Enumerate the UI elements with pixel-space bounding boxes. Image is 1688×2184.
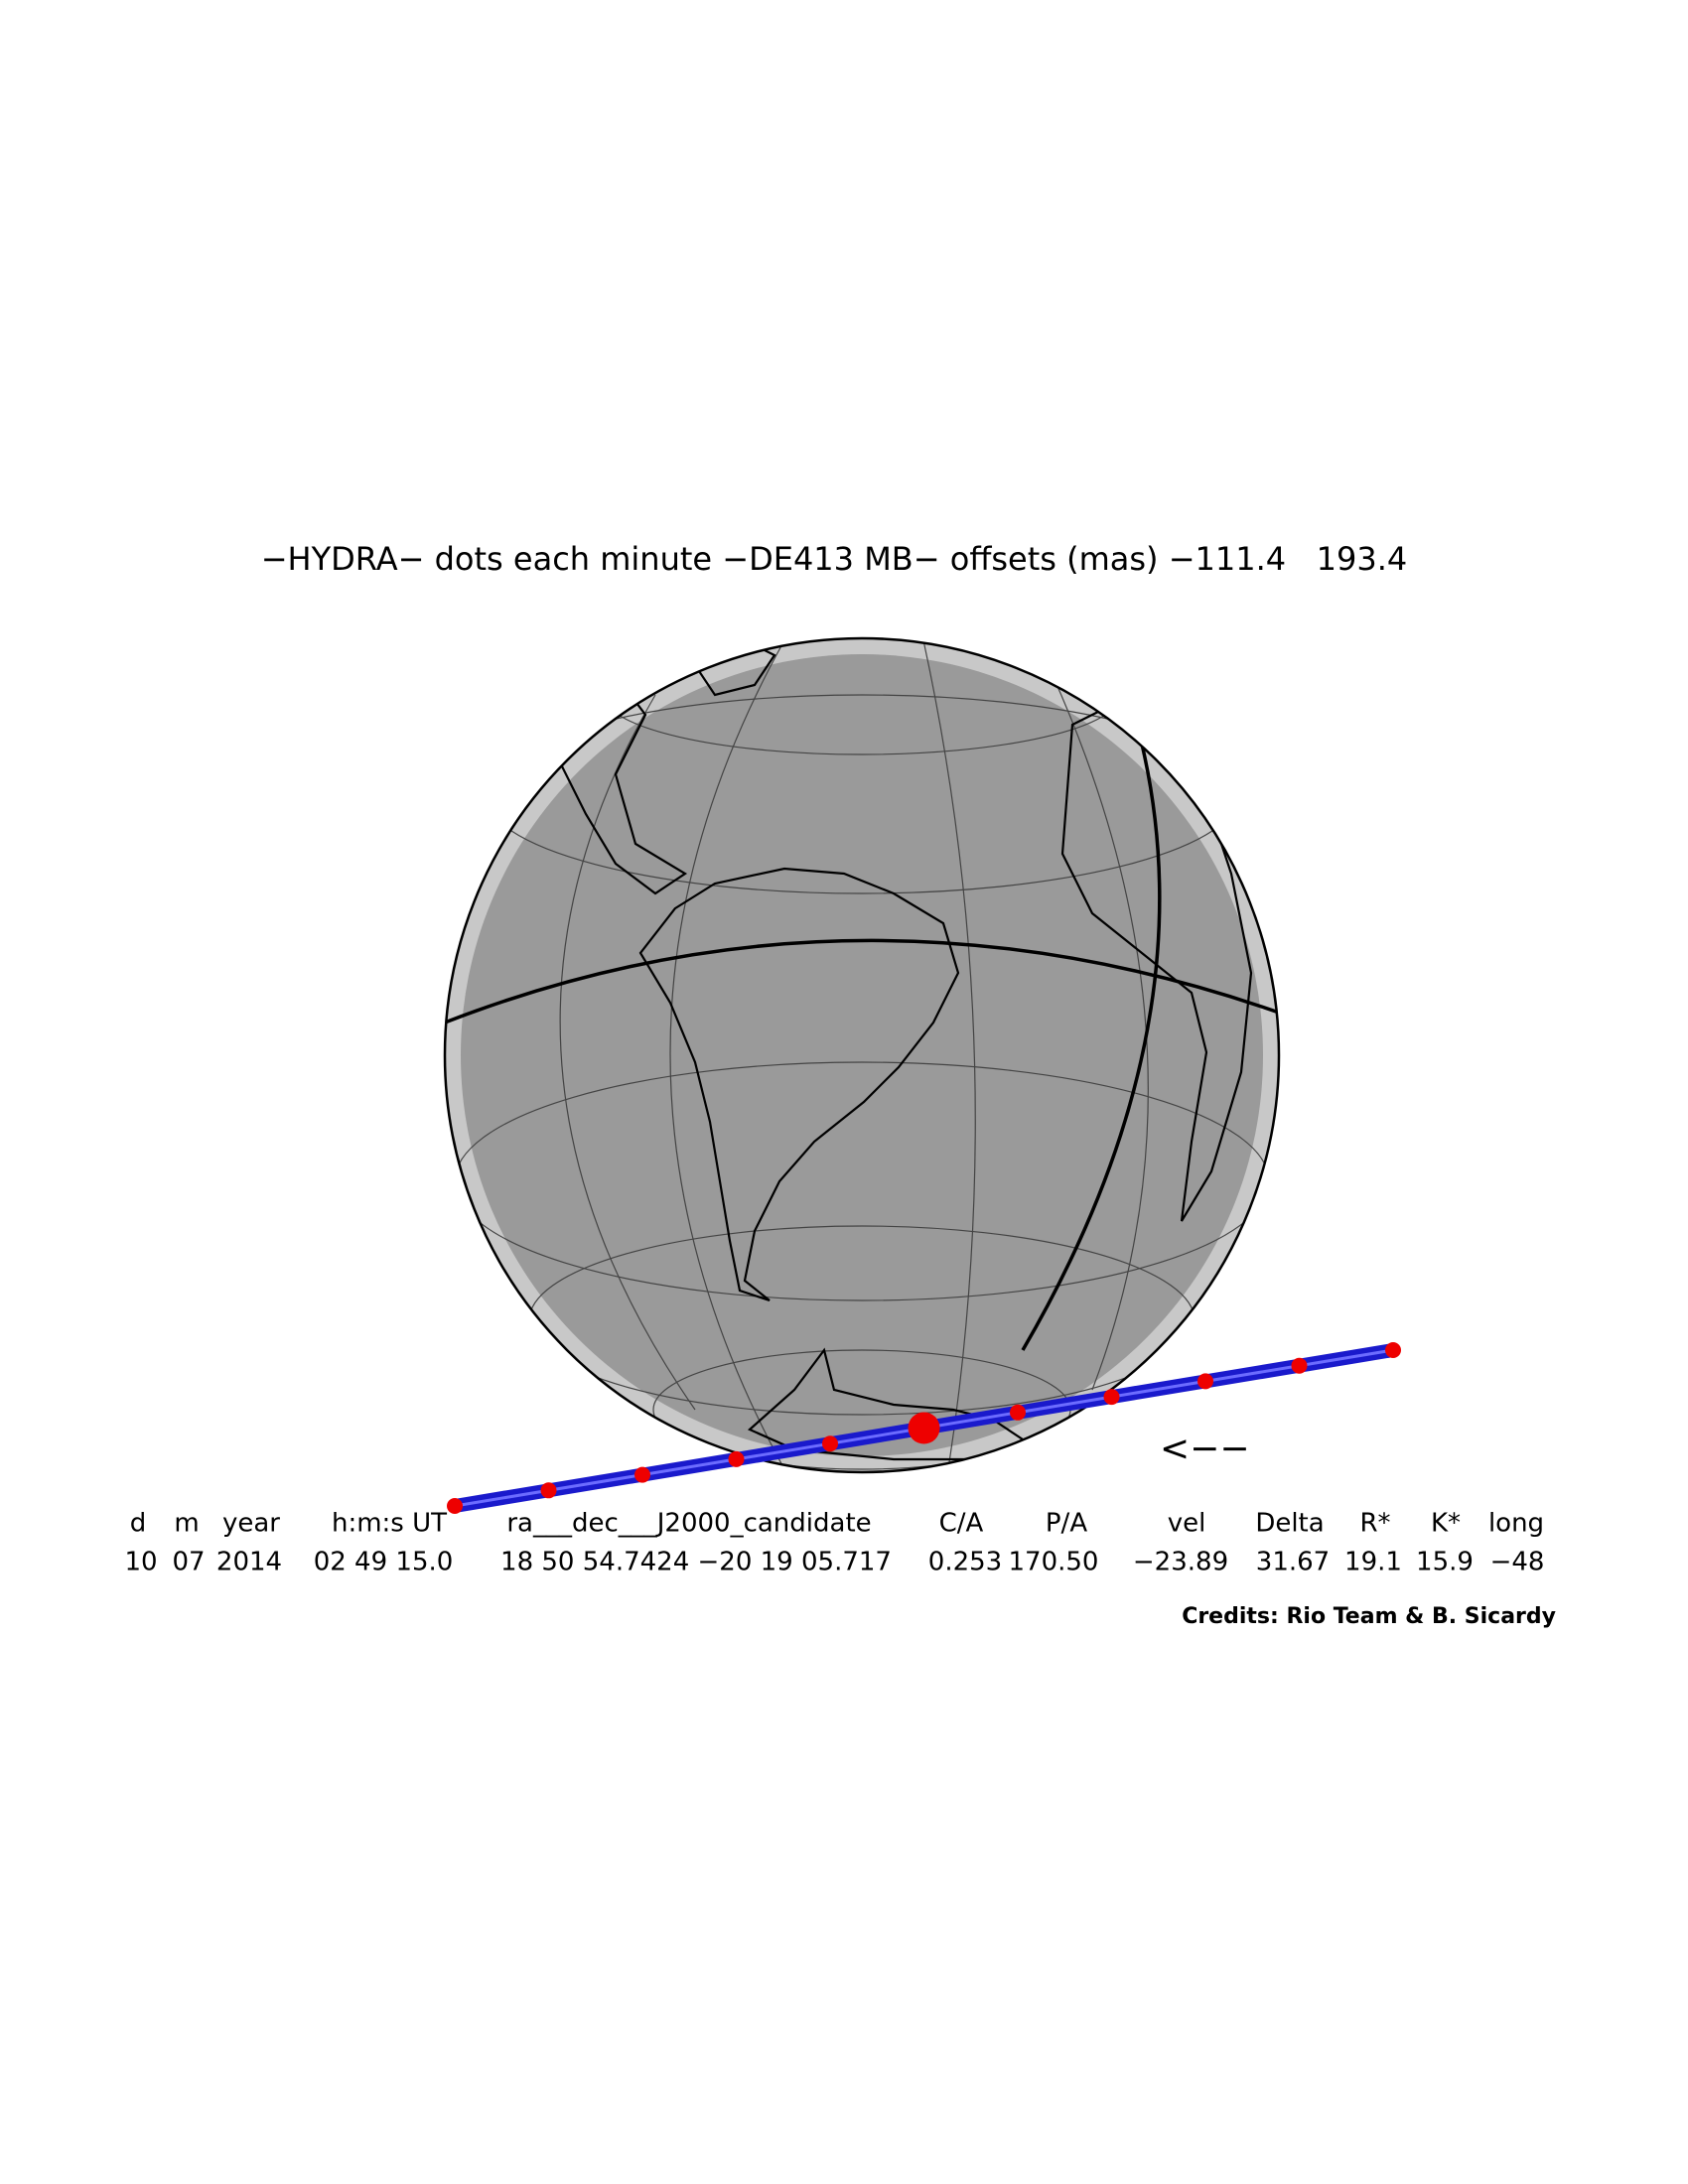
map-title: −HYDRA− dots each minute −DE413 MB− offs… bbox=[261, 540, 1408, 578]
central-instant-dot bbox=[908, 1412, 940, 1444]
minute-dot bbox=[540, 1482, 557, 1499]
event-table: d m year h:m:s UT ra___dec___J2000_candidate… bbox=[124, 1509, 1544, 1577]
column-header: R* bbox=[1359, 1509, 1390, 1539]
column-value: −48 bbox=[1490, 1548, 1545, 1577]
globe-outline bbox=[443, 636, 1281, 1474]
minute-dot bbox=[1010, 1404, 1026, 1421]
column-value: 19.1 bbox=[1344, 1548, 1402, 1577]
column-header: year bbox=[222, 1509, 280, 1539]
column-header: Delta bbox=[1255, 1509, 1324, 1539]
minute-dot bbox=[728, 1450, 745, 1467]
motion-arrow: <−− bbox=[1160, 1429, 1250, 1469]
column-value: 18 50 54.7424 −20 19 05.717 bbox=[500, 1548, 892, 1577]
column-header: K* bbox=[1431, 1509, 1461, 1539]
minute-dot bbox=[1197, 1373, 1213, 1390]
shadow-path bbox=[447, 1342, 1401, 1514]
column-header: P/A bbox=[1046, 1509, 1087, 1539]
column-header: ra___dec___J2000_candidate bbox=[506, 1509, 871, 1539]
column-header: C/A bbox=[939, 1509, 984, 1539]
column-header: long bbox=[1488, 1509, 1544, 1539]
globe bbox=[443, 636, 1281, 1474]
minute-dots bbox=[447, 1342, 1401, 1514]
column-header: vel bbox=[1168, 1509, 1206, 1539]
column-value: 15.9 bbox=[1416, 1548, 1474, 1577]
column-header: d bbox=[130, 1509, 147, 1539]
credits: Credits: Rio Team & B. Sicardy bbox=[1182, 1604, 1556, 1629]
column-value: 07 bbox=[172, 1548, 205, 1577]
minute-dot bbox=[634, 1466, 650, 1483]
column-value: −23.89 bbox=[1133, 1548, 1228, 1577]
minute-dot bbox=[447, 1498, 463, 1514]
column-header: h:m:s UT bbox=[332, 1509, 447, 1539]
column-value: 02 49 15.0 bbox=[314, 1548, 454, 1577]
column-value: 31.67 bbox=[1256, 1548, 1330, 1577]
column-value: 0.253 bbox=[928, 1548, 1002, 1577]
column-value: 10 bbox=[124, 1548, 157, 1577]
minute-dot bbox=[1103, 1389, 1120, 1406]
minute-dot bbox=[1291, 1357, 1308, 1374]
column-header: m bbox=[174, 1509, 199, 1539]
minute-dot bbox=[1385, 1342, 1401, 1358]
minute-dot bbox=[822, 1435, 838, 1452]
great-circles bbox=[445, 674, 1279, 1351]
column-value: 2014 bbox=[216, 1548, 282, 1577]
column-value: 170.50 bbox=[1009, 1548, 1099, 1577]
